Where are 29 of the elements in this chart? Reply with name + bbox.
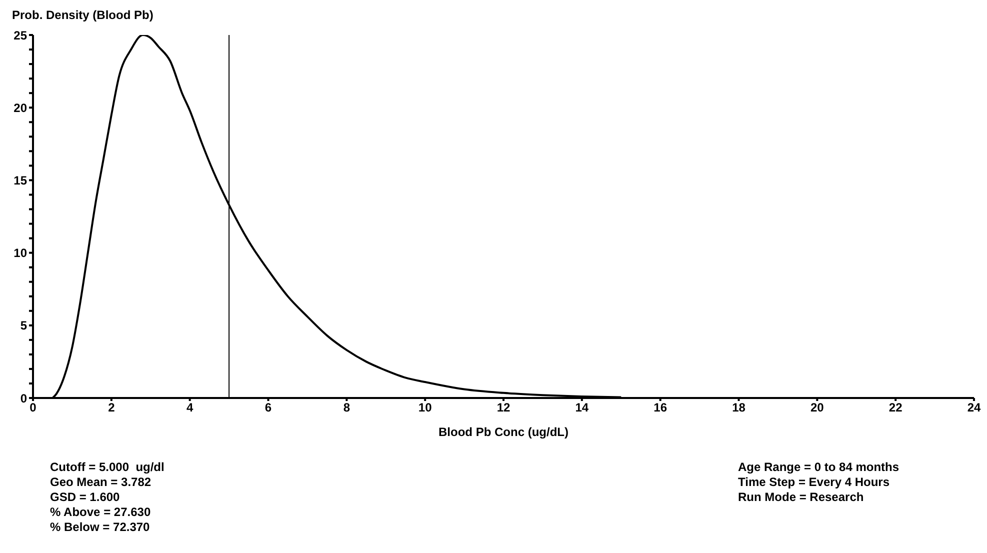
text: Time Step = Every 4 Hours (738, 475, 891, 490)
y-tick-label: 5 (20, 318, 28, 333)
x-tick-label: 12 (496, 400, 510, 415)
text: GSD = 1.600 (50, 490, 121, 505)
y-tick-label: 20 (14, 100, 28, 115)
text: Geo Mean = 3.782 (50, 475, 152, 490)
text: Run Mode = Research (738, 490, 865, 505)
text: % Below = 72.370 (50, 520, 151, 535)
x-tick-label: 16 (654, 400, 668, 415)
text: Age Range = 0 to 84 months (738, 460, 900, 475)
x-tick-label: 2 (108, 400, 116, 415)
text: % Above = 27.630 (50, 505, 152, 520)
x-tick-label: 22 (888, 400, 903, 415)
x-tick-label: 6 (264, 400, 272, 415)
x-tick-label: 18 (732, 400, 746, 415)
x-tick-label: 8 (343, 400, 350, 415)
y-tick-label: 10 (14, 246, 28, 260)
x-tick-label: 14 (575, 400, 589, 415)
x-tick-label: 4 (186, 400, 194, 415)
y-tick-label: 0 (20, 391, 28, 406)
y-tick-label: 25 (14, 28, 28, 42)
y-tick-label: 15 (14, 173, 28, 188)
y-axis-title: Prob. Density (Blood Pb) (12, 8, 154, 23)
x-tick-label: 0 (30, 400, 37, 415)
text: Cutoff = 5.000 ug/dl (50, 460, 164, 475)
x-tick-label: 20 (810, 400, 824, 415)
x-tick-label: 24 (967, 400, 981, 415)
x-axis-title: Blood Pb Conc (ug/dL) (438, 425, 568, 439)
x-tick-label: 10 (418, 400, 432, 415)
